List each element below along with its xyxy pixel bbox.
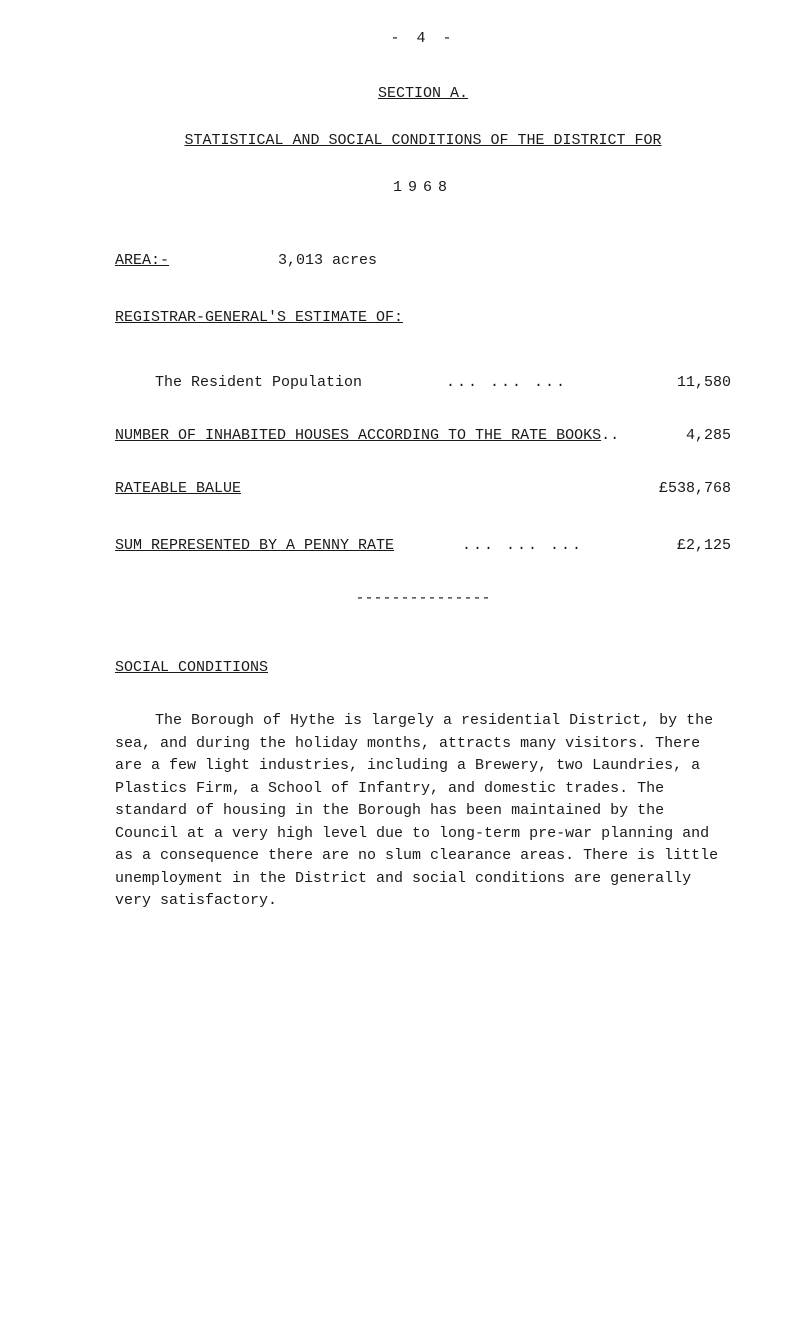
penny-rate-dots: ... ... ... [394,535,651,556]
penny-rate-row: SUM REPRESENTED BY A PENNY RATE ... ... … [115,535,731,556]
houses-row: NUMBER OF INHABITED HOUSES ACCORDING TO … [115,425,731,446]
social-conditions-paragraph: The Borough of Hythe is largely a reside… [115,710,731,913]
area-row: AREA:- 3,013 acres [115,250,731,271]
social-conditions-header: SOCIAL CONDITIONS [115,657,731,678]
rateable-row: RATEABLE BALUE £538,768 [115,478,731,499]
population-value: 11,580 [651,372,731,393]
main-title: STATISTICAL AND SOCIAL CONDITIONS OF THE… [115,130,731,151]
page-number: - 4 - [115,28,731,49]
houses-trail: .. [601,425,619,446]
rateable-label: RATEABLE BALUE [115,478,241,499]
paragraph-text: The Borough of Hythe is largely a reside… [115,712,718,909]
penny-rate-label: SUM REPRESENTED BY A PENNY RATE [115,535,394,556]
population-row: The Resident Population ... ... ... 11,5… [115,372,731,393]
penny-rate-value: £2,125 [651,535,731,556]
rateable-value: £538,768 [651,478,731,499]
population-dots: ... ... ... [362,372,651,393]
section-title: SECTION A. [115,83,731,104]
houses-value: 4,285 [651,425,731,446]
population-label: The Resident Population [155,372,362,393]
houses-label: NUMBER OF INHABITED HOUSES ACCORDING TO … [115,425,601,446]
year: 1968 [115,177,731,198]
registrar-header: REGISTRAR-GENERAL'S ESTIMATE OF: [115,307,731,328]
area-value: 3,013 acres [278,250,377,271]
dash-line: --------------- [115,588,731,609]
area-label: AREA:- [115,250,169,271]
